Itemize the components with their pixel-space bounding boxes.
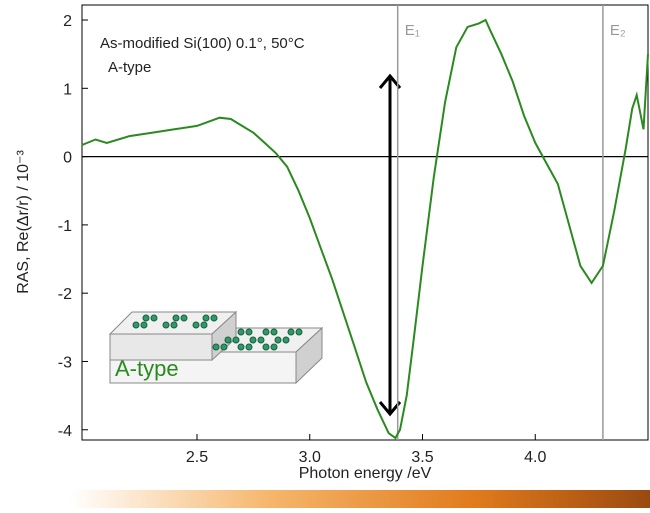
dimer [162,321,178,329]
plot-frame [81,4,649,441]
dimer [224,336,240,344]
y-tick-label: -4 [58,423,72,440]
dimer [142,314,158,322]
atom [287,328,295,336]
dimer [249,336,265,344]
atom [142,314,150,322]
atom [150,314,158,322]
dimer [262,343,278,351]
inset-label: A-type [115,356,179,381]
atom [262,343,270,351]
atom [270,328,278,336]
atom [257,336,265,344]
dimer [212,343,228,351]
atom [282,336,290,344]
atom [212,343,220,351]
arrow-head [378,401,402,417]
dimer [172,314,188,322]
data-line [81,18,649,440]
atom [245,328,253,336]
inset [108,310,324,385]
atom [180,314,188,322]
atom [295,328,303,336]
dimer [287,328,303,336]
atom [245,343,253,351]
y-tick-label: -1 [58,218,72,235]
atom [200,321,208,329]
atom [162,321,170,329]
atom [132,321,140,329]
y-tick-label: 1 [63,81,72,98]
reference-label: E₁ [405,22,420,39]
atom [140,321,148,329]
x-tick-label: 4.0 [524,449,546,466]
dimer [274,336,290,344]
atom [224,336,232,344]
dimer [192,321,208,329]
dimer [132,321,148,329]
atom [237,343,245,351]
double-arrow [378,73,402,417]
dimer [202,314,218,322]
x-tick-label: 2.5 [186,449,208,466]
atom [274,336,282,344]
x-axis-label: Photon energy /eV [299,465,432,482]
x-tick-label: 3.0 [299,449,321,466]
dimer [237,343,253,351]
annotation: As-modified Si(100) 0.1°, 50°C [100,35,305,52]
y-axis-label: RAS, Re(Δr/r) / 10⁻³ [15,150,32,294]
atom [210,314,218,322]
dimer [262,328,278,336]
atom [170,321,178,329]
arrow-head [378,73,402,89]
atom [262,328,270,336]
decor-bar [70,490,650,508]
atom [220,343,228,351]
atom [192,321,200,329]
atom [270,343,278,351]
y-tick-label: -2 [58,286,72,303]
atom [249,336,257,344]
reference-label: E₂ [610,22,626,39]
dimer [237,328,253,336]
atom [172,314,180,322]
atom [202,314,210,322]
atom [232,336,240,344]
annotation: A-type [108,59,151,76]
y-tick-label: -3 [58,354,72,371]
y-tick-label: 0 [63,150,72,167]
atom [237,328,245,336]
y-tick-label: 2 [63,13,72,30]
x-tick-label: 3.5 [411,449,433,466]
